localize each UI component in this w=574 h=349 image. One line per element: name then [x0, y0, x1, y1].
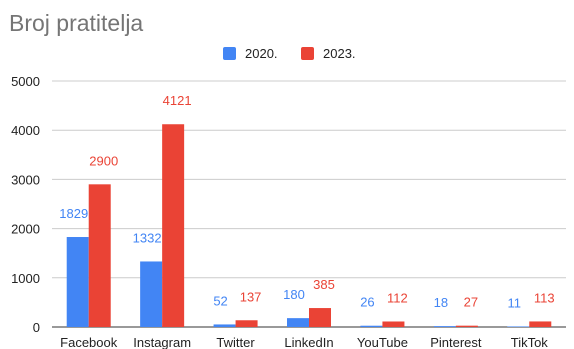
legend: 2020. 2023.: [223, 46, 356, 61]
bars: [66, 124, 552, 328]
bar-instagram-1: [162, 124, 185, 328]
data-label: 26: [360, 295, 374, 310]
bar-pinterest-0: [433, 326, 456, 327]
y-tick-label: 2000: [11, 222, 40, 237]
bar-twitter-1: [235, 320, 258, 327]
legend-swatch: [301, 47, 314, 60]
data-label: 1332: [133, 230, 162, 245]
data-label: 27: [464, 295, 478, 310]
bar-facebook-1: [88, 184, 111, 327]
data-label: 52: [213, 293, 227, 308]
data-label: 180: [283, 287, 305, 302]
data-label: 2900: [89, 153, 118, 168]
x-tick-label: TikTok: [511, 335, 549, 349]
x-tick-label: Instagram: [133, 335, 191, 349]
bar-facebook-0: [66, 237, 89, 327]
bar-instagram-0: [140, 261, 163, 327]
legend-label: 2023.: [323, 46, 356, 61]
bar-youtube-1: [382, 321, 405, 327]
y-tick-label: 4000: [11, 123, 40, 138]
bar-linkedin-1: [309, 308, 331, 327]
data-label: 18: [434, 295, 448, 310]
bar-tiktok-0: [507, 326, 530, 327]
data-labels: 1829 2900 1332 4121 52 137 180 385 26 112 18 27 11 11…: [59, 93, 554, 310]
data-label: 113: [534, 290, 555, 305]
bar-tiktok-1: [529, 321, 552, 327]
y-tick-label: 0: [33, 320, 40, 335]
bar-pinterest-1: [455, 325, 478, 327]
x-tick-label: Facebook: [60, 335, 118, 349]
legend-swatch: [223, 47, 236, 60]
data-label: 385: [313, 277, 335, 292]
chart-title: Broj pratitelja: [9, 10, 143, 36]
x-tick-label: LinkedIn: [284, 335, 333, 349]
x-tick-label: Twitter: [216, 335, 255, 349]
bar-twitter-0: [213, 324, 236, 327]
x-axis: Facebook Instagram Twitter LinkedIn YouTube P…: [60, 335, 548, 349]
data-label: 1829: [59, 206, 88, 221]
data-label: 11: [508, 295, 522, 310]
y-tick-label: 1000: [11, 271, 40, 286]
x-tick-label: YouTube: [357, 335, 408, 349]
data-label: 112: [387, 290, 408, 305]
y-axis: 0 1000 2000 3000 4000 5000: [11, 74, 40, 335]
y-tick-label: 3000: [11, 172, 40, 187]
gridlines: [52, 80, 566, 328]
y-tick-label: 5000: [11, 74, 40, 89]
bar-linkedin-0: [287, 318, 309, 327]
data-label: 4121: [163, 93, 192, 108]
x-tick-label: Pinterest: [430, 335, 482, 349]
bar-youtube-0: [360, 325, 383, 327]
legend-label: 2020.: [245, 46, 278, 61]
data-label: 137: [240, 289, 262, 304]
